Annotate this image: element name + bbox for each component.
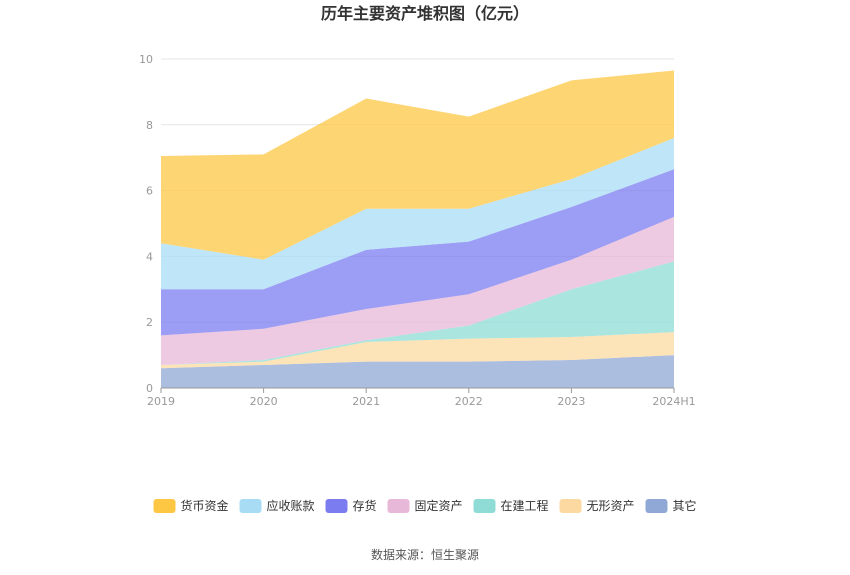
- x-tick-label: 2019: [147, 395, 175, 408]
- area-固定资产: [161, 216, 674, 365]
- legend-swatch: [387, 499, 410, 513]
- legend-item[interactable]: 无形资产: [559, 499, 635, 513]
- legend-swatch: [325, 499, 348, 513]
- y-tick-label: 4: [146, 250, 153, 263]
- legend-label: 在建工程: [501, 498, 549, 513]
- area-存货: [161, 169, 674, 336]
- x-tick-label: 2022: [455, 395, 483, 408]
- area-在建工程: [161, 261, 674, 365]
- chart-title: 历年主要资产堆积图（亿元）: [321, 4, 529, 23]
- legend-label: 其它: [673, 498, 697, 513]
- legend-label: 无形资产: [587, 499, 635, 513]
- legend-label: 货币资金: [181, 498, 229, 513]
- legend-label: 固定资产: [415, 498, 463, 513]
- y-tick-label: 8: [146, 119, 153, 132]
- axes: 0 2 4 6 8 10 2019 2020 2021 2022 2023 2024H1: [139, 53, 696, 408]
- y-tick-label: 10: [139, 53, 153, 66]
- legend-label: 存货: [353, 498, 377, 513]
- y-tick-label: 6: [146, 185, 153, 198]
- x-tick-label: 2020: [250, 395, 278, 408]
- legend-label: 应收账款: [267, 498, 315, 513]
- x-tick-label: 2023: [557, 395, 585, 408]
- legend-item[interactable]: 其它: [645, 498, 697, 513]
- legend-swatch: [153, 499, 176, 513]
- legend-item[interactable]: 存货: [325, 498, 377, 513]
- legend-swatch: [559, 499, 582, 513]
- y-tick-label: 2: [146, 316, 153, 329]
- area-无形资产: [161, 332, 674, 369]
- area-货币资金: [161, 70, 674, 260]
- legend-swatch: [473, 499, 496, 513]
- legend-item[interactable]: 在建工程: [473, 498, 549, 513]
- y-tick-label: 0: [146, 382, 153, 395]
- area-series: [161, 70, 674, 388]
- x-tick-label: 2021: [352, 395, 380, 408]
- legend-item[interactable]: 应收账款: [239, 498, 315, 513]
- legend-swatch: [239, 499, 262, 513]
- legend-item[interactable]: 固定资产: [387, 498, 463, 513]
- x-tick-label: 2024H1: [652, 395, 695, 408]
- legend-item[interactable]: 货币资金: [153, 498, 229, 513]
- data-source: 数据来源：恒生聚源: [371, 547, 479, 562]
- legend-swatch: [645, 499, 668, 513]
- legend: 货币资金 应收账款 存货 固定资产 在建工程 无形资产 其它: [153, 498, 697, 513]
- area-其它: [161, 355, 674, 388]
- area-应收账款: [161, 137, 674, 290]
